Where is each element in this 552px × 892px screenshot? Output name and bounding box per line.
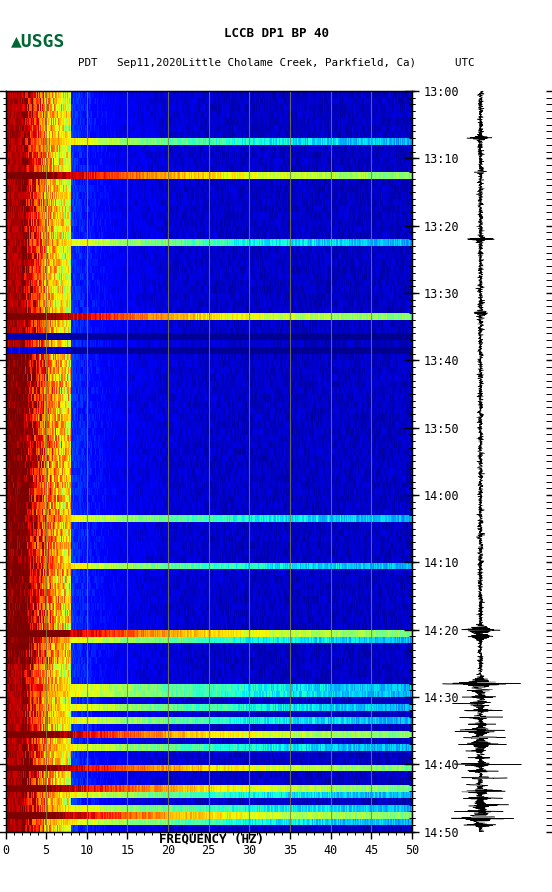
Text: ▲USGS: ▲USGS <box>11 32 65 50</box>
Text: FREQUENCY (HZ): FREQUENCY (HZ) <box>158 833 264 846</box>
Text: LCCB DP1 BP 40: LCCB DP1 BP 40 <box>224 27 328 40</box>
Text: PDT   Sep11,2020Little Cholame Creek, Parkfield, Ca)      UTC: PDT Sep11,2020Little Cholame Creek, Park… <box>78 58 474 68</box>
